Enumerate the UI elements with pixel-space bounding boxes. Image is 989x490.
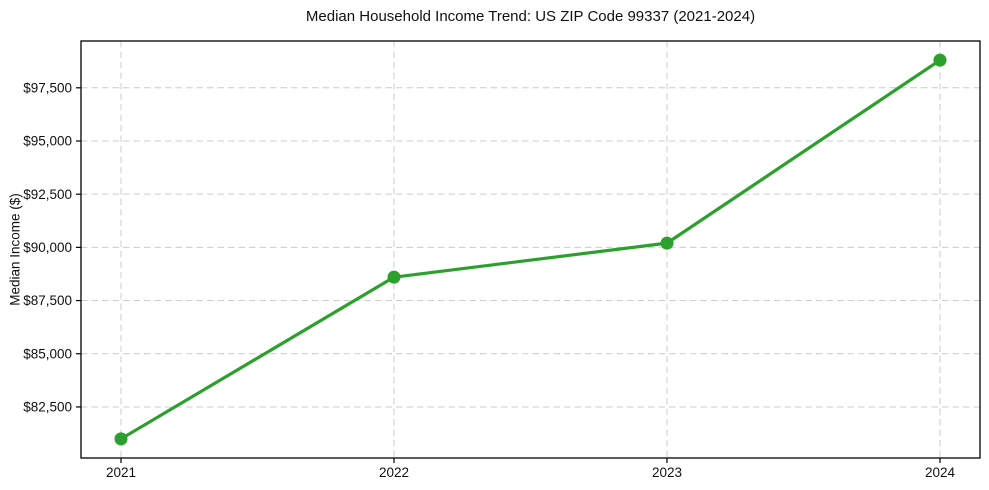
data-point (933, 53, 947, 67)
y-tick-label: $90,000 (23, 240, 72, 255)
y-tick-label: $97,500 (23, 80, 72, 95)
data-point (660, 236, 674, 250)
y-tick-label: $82,500 (23, 400, 72, 415)
data-point (387, 270, 401, 284)
y-tick-label: $95,000 (23, 134, 72, 149)
chart-title: Median Household Income Trend: US ZIP Co… (305, 8, 756, 25)
y-tick-label: $85,000 (23, 346, 72, 361)
y-tick-label: $87,500 (23, 293, 72, 308)
x-tick-label: 2022 (379, 465, 409, 480)
x-tick-label: 2021 (106, 465, 136, 480)
y-tick-label: $92,500 (23, 187, 72, 202)
data-line (119, 58, 942, 441)
x-tick-label: 2024 (925, 465, 956, 480)
plot-border (80, 40, 981, 459)
x-tick-label: 2023 (652, 465, 682, 480)
data-point (114, 432, 128, 446)
